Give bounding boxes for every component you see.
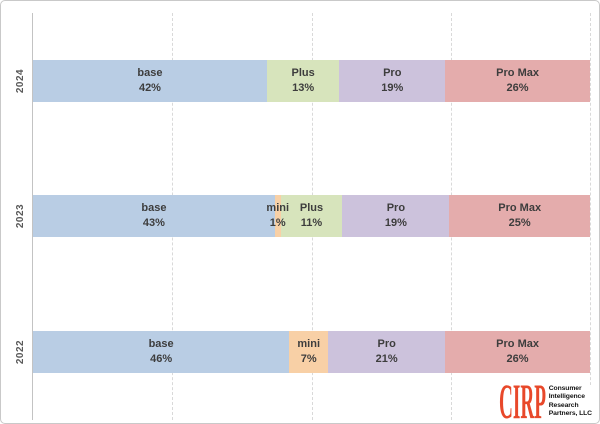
segment-data-label: Pro Max 26% — [496, 66, 539, 94]
bar-segment-plus: Plus 11% — [280, 195, 343, 238]
stacked-bar-2023: base 43% mini 1% Plus 11% Pro 19% Pro Max 25% — [33, 195, 590, 238]
logo-line: Intelligence — [548, 393, 585, 401]
cirp-company-name: Consumer Intelligence Research Partners,… — [549, 385, 592, 419]
segment-data-label: mini 7% — [297, 338, 321, 366]
bar-segment-base: base 46% — [33, 331, 290, 374]
segment-data-label: Pro Max 26% — [496, 338, 539, 366]
chart-row-2022: 2022 base 46% mini 7% Pro 21% Pro Max 26% — [15, 284, 590, 420]
segment-data-label: base 43% — [141, 202, 167, 230]
cirp-wordmark-icon: CIRP — [499, 385, 546, 420]
bar-segment-base: base 43% — [33, 195, 275, 238]
bar-segment-plus: Plus 13% — [266, 59, 340, 102]
segment-data-label: Pro 19% — [381, 66, 404, 94]
cirp-wordmark-text: CIRP — [499, 385, 546, 420]
segment-data-label: Pro 19% — [384, 202, 407, 230]
segment-data-label: base 42% — [137, 66, 163, 94]
stacked-bar-2024: base 42% Plus 13% Pro 19% Pro Max 26% — [33, 59, 590, 102]
segment-data-label: base 46% — [148, 338, 174, 366]
segment-data-label: Plus 13% — [291, 66, 315, 94]
segment-data-label: Plus 11% — [299, 202, 324, 230]
bar-segment-pro: Pro 19% — [342, 195, 450, 238]
logo-line: Consumer — [548, 384, 582, 392]
bar-segment-pro: Pro 21% — [328, 331, 446, 374]
year-axis-label: 2024 — [15, 68, 26, 93]
chart-row-2024: 2024 base 42% Plus 13% Pro 19% Pro Max 26% — [15, 13, 590, 149]
bar-segment-mini: mini 1% — [266, 195, 289, 238]
stacked-bar-2022: base 46% mini 7% Pro 21% Pro Max 26% — [33, 331, 590, 374]
year-axis-label: 2022 — [15, 340, 26, 365]
segment-data-label: mini 1% — [266, 202, 290, 230]
bar-segment-pro-max: Pro Max 25% — [449, 195, 590, 238]
bar-segment-mini: mini 7% — [289, 331, 329, 374]
gridline-100pct — [590, 13, 591, 420]
cirp-logo: CIRP Consumer Intelligence Research Part… — [495, 384, 592, 420]
bar-segment-pro-max: Pro Max 26% — [445, 331, 590, 374]
bar-segment-base: base 42% — [33, 59, 267, 102]
year-axis-label: 2023 — [15, 204, 26, 229]
segment-data-label: Pro 21% — [375, 338, 398, 366]
bar-segment-pro-max: Pro Max 26% — [445, 59, 590, 102]
bar-segment-pro: Pro 19% — [339, 59, 446, 102]
chart-row-2023: 2023 base 43% mini 1% Plus 11% Pro 19% Pro Max 25% — [15, 149, 590, 285]
logo-line: Partners, LLC — [548, 410, 592, 418]
logo-line: Research — [548, 401, 579, 409]
segment-data-label: Pro Max 25% — [498, 202, 542, 230]
plot-area: 2024 base 42% Plus 13% Pro 19% Pro Max 26% 2023 ba… — [15, 13, 591, 420]
